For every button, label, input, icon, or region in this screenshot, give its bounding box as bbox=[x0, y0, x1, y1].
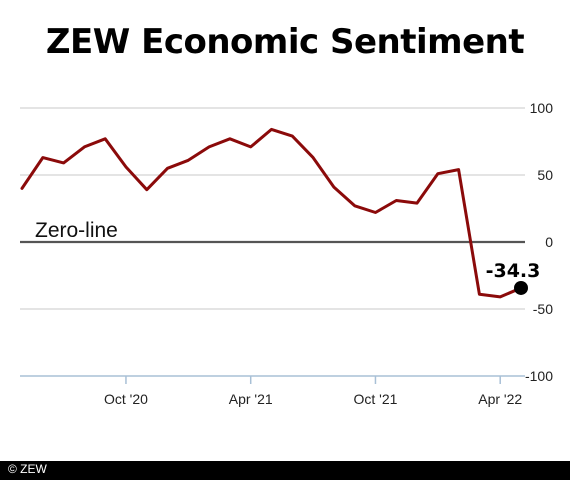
y-tick-labels: 100 50 0 -50 -100 bbox=[525, 100, 553, 384]
y-tick-label: -100 bbox=[525, 368, 553, 384]
y-tick-label: 50 bbox=[537, 167, 553, 183]
annotations: Zero-line -34.3 bbox=[35, 219, 540, 295]
series-group bbox=[20, 127, 523, 299]
x-tick-label: Apr '22 bbox=[478, 391, 522, 407]
y-tick-label: -50 bbox=[533, 301, 553, 317]
x-axis: Oct '20 Apr '21 Oct '21 Apr '22 bbox=[20, 375, 525, 407]
x-tick-label: Oct '21 bbox=[353, 391, 397, 407]
gridlines bbox=[20, 107, 525, 310]
last-value-marker bbox=[514, 280, 528, 295]
x-tick-label: Apr '21 bbox=[229, 391, 273, 407]
y-tick-label: 100 bbox=[530, 100, 554, 116]
x-tick-label: Oct '20 bbox=[104, 391, 148, 407]
chart-title: ZEW Economic Sentiment bbox=[45, 22, 525, 62]
y-tick-label: 0 bbox=[545, 234, 553, 250]
zero-line-label: Zero-line bbox=[35, 219, 118, 242]
series-line bbox=[20, 127, 523, 299]
line-chart: 100 50 0 -50 -100 Oct '20 Apr '21 Oct '21 Apr '… bbox=[20, 100, 553, 407]
last-value-label: -34.3 bbox=[486, 260, 541, 282]
copyright-credit: © ZEW bbox=[8, 462, 47, 476]
footer-bar: © ZEW bbox=[0, 461, 570, 480]
